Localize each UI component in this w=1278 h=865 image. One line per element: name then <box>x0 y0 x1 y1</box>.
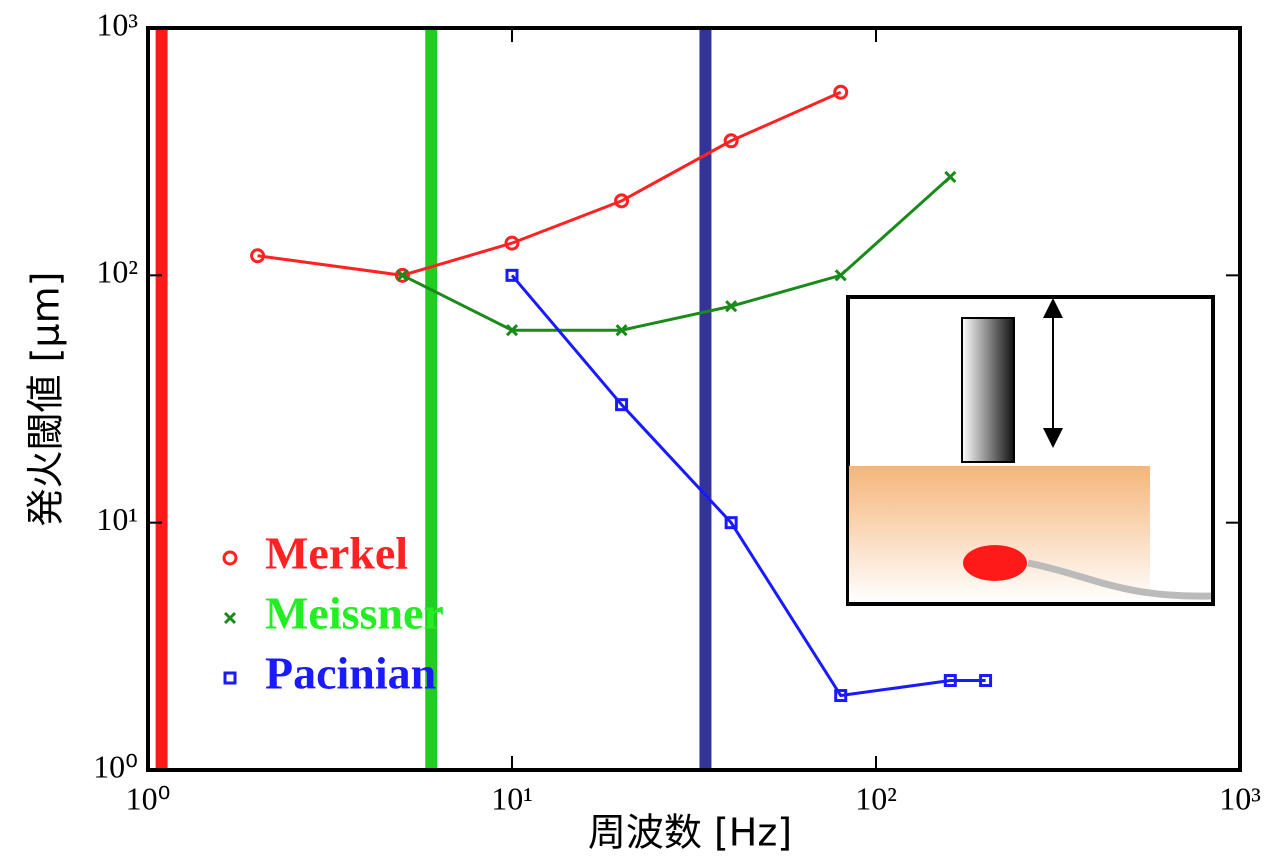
marker <box>834 269 847 282</box>
marker <box>396 269 409 282</box>
marker <box>615 398 629 412</box>
x-tick-label: 10¹ <box>491 780 533 816</box>
marker <box>724 516 738 530</box>
inset-diagram <box>846 295 1215 606</box>
marker <box>944 170 957 183</box>
marker <box>394 267 410 283</box>
marker <box>725 300 738 313</box>
legend-marker <box>223 611 237 625</box>
y-axis-label: 発火閾値 [µm] <box>24 272 68 527</box>
legend-label: Pacinian <box>265 648 436 699</box>
marker <box>250 248 266 264</box>
marker <box>504 235 520 251</box>
plot-area: 10⁰ 10¹ 10² 10³ 10⁰ 10¹ 10² 10³ <box>93 6 1261 816</box>
marker <box>833 84 849 100</box>
x-axis-label: 周波数 [Hz] <box>588 811 792 855</box>
marker <box>834 689 848 703</box>
marker <box>505 324 519 337</box>
receptor <box>963 545 1027 581</box>
marker <box>505 268 519 282</box>
marker <box>615 324 628 337</box>
legend-label: Merkel <box>265 528 408 579</box>
x-tick-label: 10⁰ <box>126 780 171 816</box>
series-line <box>401 175 952 332</box>
plot-frame <box>146 26 1242 772</box>
legend-marker <box>222 550 238 566</box>
y-tick-label: 10³ <box>96 6 138 42</box>
nerve <box>1027 559 1212 600</box>
y-tick-label: 10² <box>96 254 138 290</box>
marker <box>979 674 993 688</box>
x-tick-label: 10² <box>855 780 897 816</box>
legend-label: Meissner <box>265 588 444 639</box>
probe <box>961 317 1015 463</box>
series-line <box>257 90 842 277</box>
y-tick-label: 10¹ <box>96 501 138 537</box>
marker <box>614 193 630 209</box>
y-tick-label: 10⁰ <box>93 748 138 784</box>
marker <box>723 133 739 149</box>
marker <box>943 674 957 688</box>
legend-marker <box>223 671 237 685</box>
x-tick-label: 10³ <box>1219 780 1261 816</box>
